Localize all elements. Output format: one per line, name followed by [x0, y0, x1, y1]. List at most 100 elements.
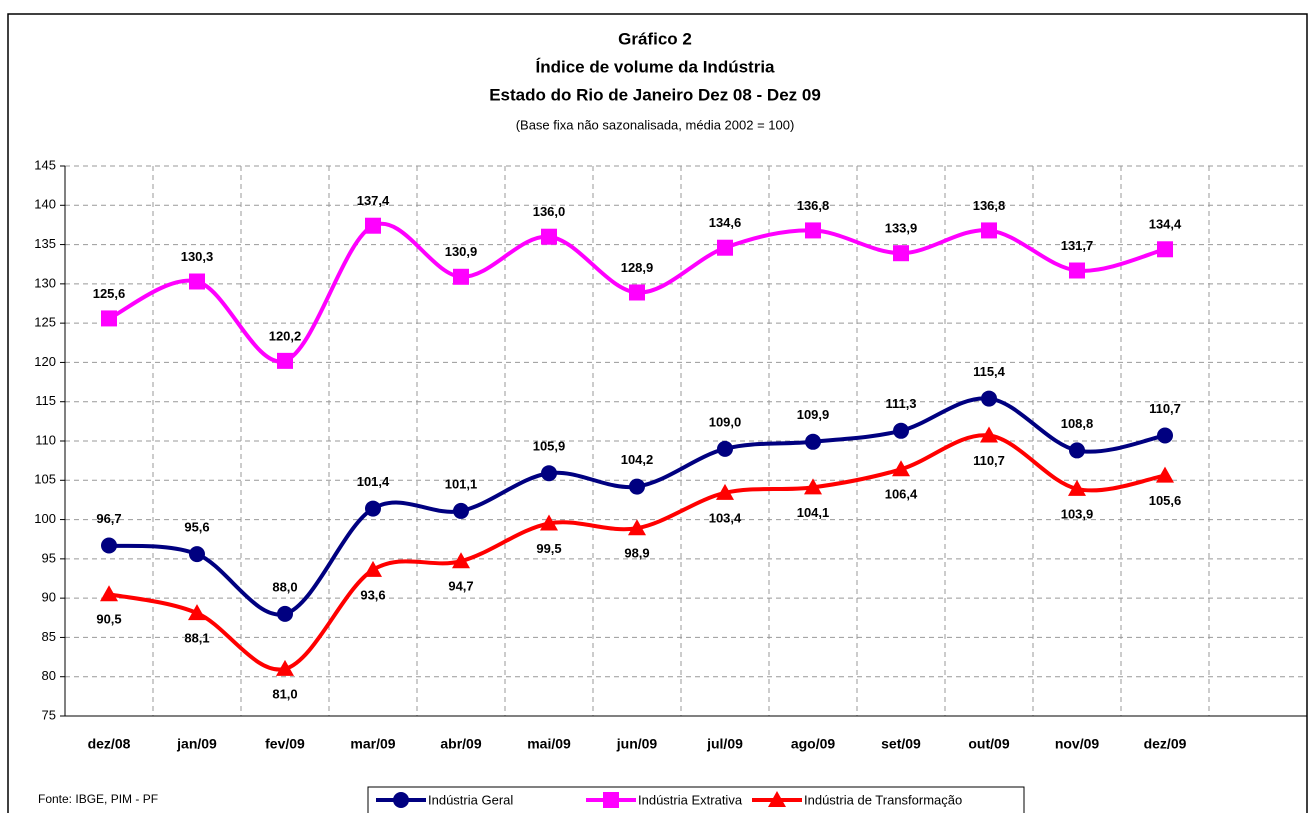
- x-tick-label: fev/09: [265, 736, 305, 752]
- marker: [1156, 466, 1174, 483]
- value-label: 109,0: [709, 414, 742, 429]
- marker: [277, 605, 293, 622]
- value-label: 90,5: [96, 612, 121, 627]
- marker: [452, 552, 470, 569]
- value-label: 130,3: [181, 249, 214, 264]
- marker: [101, 310, 117, 327]
- y-tick-label: 120: [34, 354, 56, 369]
- marker: [717, 239, 733, 256]
- marker: [1068, 479, 1086, 496]
- marker: [365, 217, 381, 234]
- marker: [628, 519, 646, 536]
- value-label: 105,6: [1149, 493, 1182, 508]
- marker: [276, 659, 294, 676]
- x-tick-label: ago/09: [791, 736, 836, 752]
- marker: [1069, 262, 1085, 279]
- value-label: 136,8: [973, 198, 1006, 213]
- value-label: 95,6: [184, 520, 209, 535]
- chart-subtitle: Índice de volume da Indústria: [536, 57, 776, 76]
- x-tick-label: mai/09: [527, 736, 571, 752]
- x-tick-label: mar/09: [350, 736, 395, 752]
- y-tick-label: 95: [42, 550, 56, 565]
- y-tick-label: 90: [42, 590, 56, 605]
- y-tick-label: 75: [42, 707, 56, 722]
- value-label: 130,9: [445, 244, 478, 259]
- chart-subtitle: Estado do Rio de Janeiro Dez 08 - Dez 09: [489, 85, 821, 104]
- x-tick-label: abr/09: [440, 736, 481, 752]
- marker: [393, 792, 409, 808]
- value-label: 108,8: [1061, 416, 1094, 431]
- x-tick-label: nov/09: [1055, 736, 1100, 752]
- marker: [981, 390, 997, 407]
- marker: [189, 273, 205, 290]
- value-label: 134,6: [709, 215, 742, 230]
- y-tick-label: 85: [42, 629, 56, 644]
- value-label: 110,7: [1149, 401, 1181, 416]
- value-label: 101,1: [445, 476, 478, 491]
- value-label: 137,4: [357, 193, 390, 208]
- x-tick-label: dez/08: [88, 736, 131, 752]
- value-label: 136,8: [797, 198, 830, 213]
- x-tick-label: jun/09: [616, 736, 658, 752]
- marker: [629, 284, 645, 301]
- value-label: 109,9: [797, 407, 830, 422]
- chart-title: Gráfico 2: [618, 29, 692, 48]
- marker: [893, 422, 909, 439]
- marker: [365, 500, 381, 517]
- marker: [805, 222, 821, 239]
- y-tick-label: 125: [34, 315, 56, 330]
- value-label: 136,0: [533, 204, 566, 219]
- value-label: 94,7: [448, 579, 473, 594]
- x-tick-label: dez/09: [1144, 736, 1187, 752]
- value-label: 103,9: [1061, 506, 1094, 521]
- value-label: 120,2: [269, 328, 302, 343]
- marker: [100, 585, 118, 602]
- value-label: 98,9: [624, 546, 649, 561]
- y-tick-label: 130: [34, 275, 56, 290]
- legend-label: Indústria Geral: [428, 792, 513, 807]
- y-tick-label: 115: [35, 393, 56, 408]
- value-label: 101,4: [357, 474, 390, 489]
- value-label: 125,6: [93, 286, 126, 301]
- chart-note: (Base fixa não sazonalisada, média 2002 …: [516, 117, 795, 132]
- marker: [981, 222, 997, 239]
- marker: [1157, 427, 1173, 444]
- y-tick-label: 140: [34, 197, 56, 212]
- y-tick-label: 145: [34, 157, 56, 172]
- marker: [277, 352, 293, 369]
- value-label: 115,4: [973, 364, 1006, 379]
- y-tick-label: 110: [35, 432, 56, 447]
- y-tick-label: 105: [34, 472, 56, 487]
- value-label: 88,1: [184, 631, 209, 646]
- marker: [716, 483, 734, 500]
- x-tick-label: jan/09: [176, 736, 217, 752]
- value-label: 128,9: [621, 260, 654, 275]
- marker: [629, 478, 645, 495]
- marker: [541, 228, 557, 245]
- marker: [101, 537, 117, 554]
- marker: [189, 546, 205, 563]
- marker: [717, 440, 733, 457]
- value-label: 110,7: [973, 453, 1005, 468]
- marker: [892, 460, 910, 477]
- value-label: 104,1: [797, 505, 830, 520]
- value-label: 99,5: [536, 541, 561, 556]
- marker: [453, 502, 469, 519]
- value-label: 93,6: [360, 587, 385, 602]
- y-tick-label: 135: [34, 236, 56, 251]
- x-tick-label: out/09: [968, 736, 1009, 752]
- value-label: 106,4: [885, 487, 918, 502]
- marker: [980, 426, 998, 443]
- source: Fonte: IBGE, PIM - PF: [38, 792, 158, 806]
- marker: [541, 465, 557, 482]
- y-tick-label: 100: [34, 511, 56, 526]
- chart-frame: [7, 13, 1308, 813]
- marker: [540, 514, 558, 531]
- marker: [453, 268, 469, 285]
- x-tick-label: jul/09: [706, 736, 743, 752]
- marker: [893, 245, 909, 262]
- value-label: 88,0: [272, 579, 297, 594]
- value-label: 96,7: [96, 511, 121, 526]
- marker: [1069, 442, 1085, 459]
